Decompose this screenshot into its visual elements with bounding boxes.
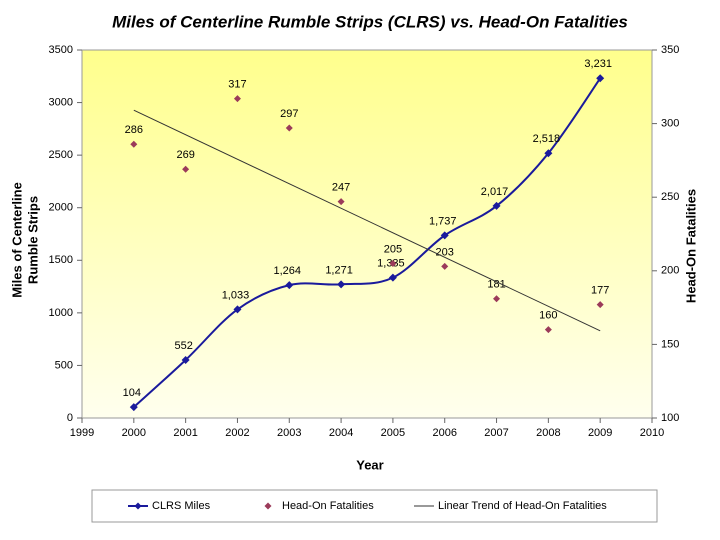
legend-marker bbox=[264, 502, 272, 510]
y2-tick-label: 100 bbox=[661, 412, 679, 424]
y-tick-label: 0 bbox=[67, 412, 73, 424]
data-label: 160 bbox=[539, 310, 557, 322]
legend-label: Head-On Fatalities bbox=[282, 500, 374, 512]
point bbox=[493, 295, 501, 303]
y-tick-label: 2000 bbox=[49, 202, 73, 214]
point bbox=[596, 301, 604, 309]
data-label: 205 bbox=[384, 243, 402, 255]
data-label: 247 bbox=[332, 182, 350, 194]
y2-tick-label: 150 bbox=[661, 338, 679, 350]
y-axis-label: Miles of Centerline bbox=[9, 182, 24, 298]
y2-tick-label: 350 bbox=[661, 44, 679, 56]
point bbox=[440, 231, 449, 240]
point bbox=[544, 326, 552, 334]
point bbox=[389, 259, 397, 267]
point bbox=[129, 403, 138, 412]
y-tick-label: 3500 bbox=[49, 44, 73, 56]
data-label: 1,737 bbox=[429, 215, 457, 227]
legend bbox=[91, 489, 658, 523]
x-tick-label: 2001 bbox=[173, 427, 197, 439]
point bbox=[182, 165, 190, 173]
point bbox=[130, 140, 138, 148]
data-label: 203 bbox=[436, 246, 454, 258]
y-tick-label: 1000 bbox=[49, 307, 73, 319]
point bbox=[544, 149, 553, 158]
point bbox=[233, 305, 242, 314]
legend-label: CLRS Miles bbox=[152, 500, 211, 512]
x-tick-label: 1999 bbox=[70, 427, 94, 439]
data-label: 181 bbox=[487, 279, 505, 291]
data-label: 297 bbox=[280, 108, 298, 120]
y-tick-label: 2500 bbox=[49, 149, 73, 161]
x-axis-label: Year bbox=[356, 457, 383, 472]
y2-tick-label: 200 bbox=[661, 265, 679, 277]
data-label: 552 bbox=[174, 340, 192, 352]
point bbox=[388, 273, 397, 282]
y2-axis-label: Head-On Fatalities bbox=[683, 189, 698, 303]
legend-marker bbox=[134, 502, 142, 510]
point bbox=[441, 262, 449, 270]
y-tick-label: 1500 bbox=[49, 254, 73, 266]
y-tick-label: 3000 bbox=[49, 96, 73, 108]
data-label: 2,017 bbox=[481, 186, 509, 198]
point bbox=[337, 280, 346, 289]
x-tick-label: 2008 bbox=[536, 427, 560, 439]
y2-tick-label: 300 bbox=[661, 118, 679, 130]
x-tick-label: 2009 bbox=[588, 427, 612, 439]
point bbox=[285, 124, 293, 132]
plot-area bbox=[81, 49, 653, 419]
data-label: 1,271 bbox=[325, 264, 353, 276]
x-tick-label: 2007 bbox=[484, 427, 508, 439]
data-label: 317 bbox=[228, 78, 246, 90]
x-tick-label: 2002 bbox=[225, 427, 249, 439]
x-tick-label: 2005 bbox=[381, 427, 405, 439]
point bbox=[492, 201, 501, 210]
x-tick-label: 2003 bbox=[277, 427, 301, 439]
x-tick-label: 2004 bbox=[329, 427, 353, 439]
data-label: 2,518 bbox=[533, 133, 561, 145]
point bbox=[181, 355, 190, 364]
point bbox=[596, 74, 605, 83]
data-label: 1,033 bbox=[222, 289, 250, 301]
data-label: 3,231 bbox=[584, 58, 612, 70]
point bbox=[285, 281, 294, 290]
series-line bbox=[133, 77, 602, 408]
x-tick-label: 2000 bbox=[122, 427, 146, 439]
legend-label: Linear Trend of Head-On Fatalities bbox=[438, 500, 607, 512]
data-label: 177 bbox=[591, 285, 609, 297]
x-tick-label: 2010 bbox=[640, 427, 664, 439]
data-label: 286 bbox=[125, 124, 143, 136]
y-tick-label: 500 bbox=[55, 359, 73, 371]
y2-tick-label: 250 bbox=[661, 191, 679, 203]
chart-title: Miles of Centerline Rumble Strips (CLRS)… bbox=[112, 12, 628, 31]
data-label: 269 bbox=[176, 149, 194, 161]
data-label: 1,264 bbox=[274, 265, 302, 277]
point bbox=[337, 198, 345, 206]
data-label: 104 bbox=[123, 387, 141, 399]
trend-line bbox=[133, 109, 601, 332]
point bbox=[233, 95, 241, 103]
x-tick-label: 2006 bbox=[432, 427, 456, 439]
y-axis-label: Rumble Strips bbox=[25, 196, 40, 284]
